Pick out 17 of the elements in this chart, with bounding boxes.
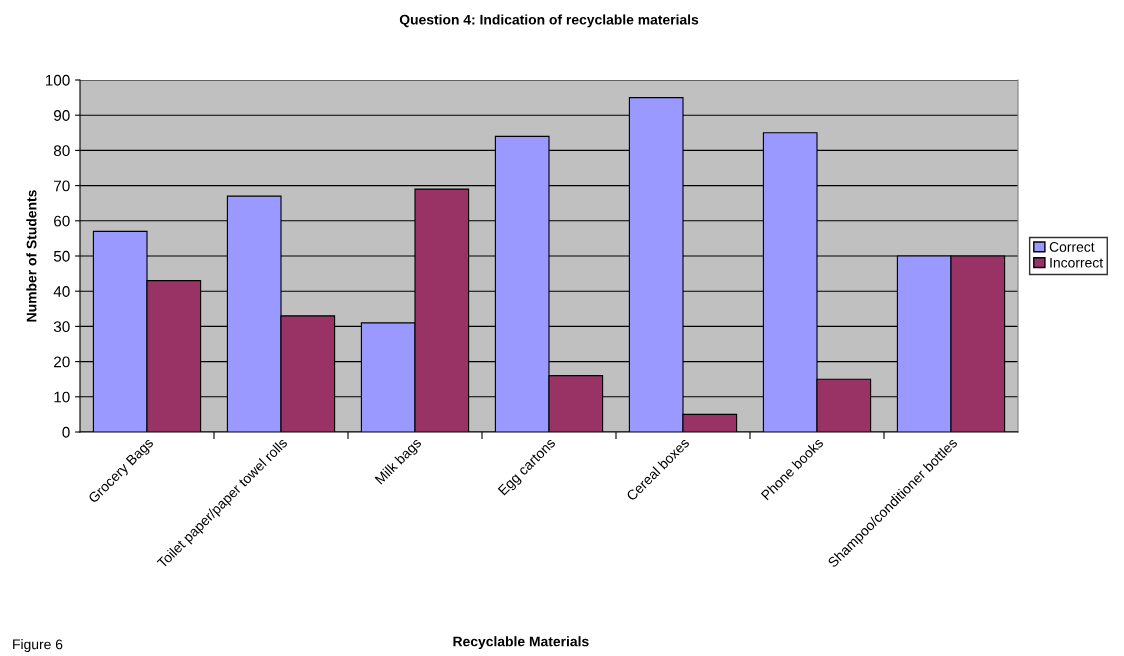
caption: Figure 6 — [13, 639, 63, 652]
y-tick-label: 100 — [45, 74, 70, 86]
y-tick-label: 40 — [53, 286, 70, 297]
y-tick-label: 50 — [53, 250, 70, 262]
y-tick-label: 0 — [62, 426, 70, 438]
y-tick-label: 60 — [54, 215, 70, 227]
chart-title: Question 4: Indication of recyclable materials — [399, 14, 699, 28]
x-axis-title: Recyclable Materials — [453, 636, 589, 650]
y-tick-label: 70 — [54, 180, 70, 192]
legend-label: Incorrect — [1050, 257, 1104, 268]
y-tick-label: 80 — [53, 145, 70, 157]
y-tick-label: 10 — [54, 391, 70, 403]
y-tick-label: 20 — [54, 356, 70, 368]
y-axis-title: Number of Students — [26, 190, 37, 322]
y-tick-label: 90 — [54, 110, 70, 121]
legend-label: Correct — [1049, 242, 1095, 252]
y-tick-label: 30 — [53, 321, 70, 333]
